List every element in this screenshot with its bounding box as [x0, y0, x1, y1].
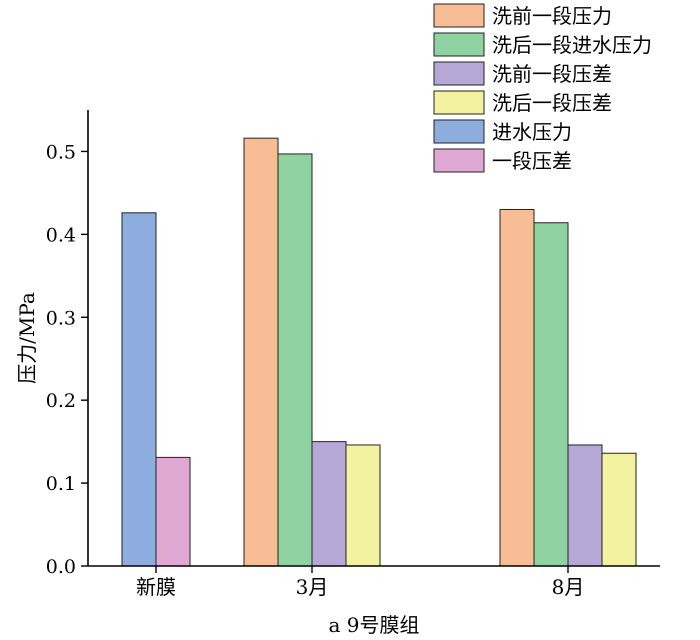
legend-swatch [433, 119, 485, 144]
bar [533, 222, 569, 567]
bar [243, 137, 279, 567]
x-tick-label: 新膜 [136, 575, 176, 599]
x-ticks-group: 新膜 3月 8月 [136, 566, 584, 599]
bar [277, 153, 313, 567]
x-axis-title: a 9号膜组 [328, 613, 419, 637]
x-tick-label: 3月 [296, 575, 329, 599]
bar [311, 441, 347, 567]
bar [155, 456, 191, 567]
y-tick-label: 0.2 [46, 390, 76, 412]
x-tick-label: 8月 [552, 575, 585, 599]
legend-label: 进水压力 [492, 120, 572, 144]
y-tick-label: 0.5 [46, 141, 76, 163]
legend-swatch [433, 3, 485, 28]
legend-label: 洗后一段进水压力 [492, 33, 652, 57]
legend-label: 一段压差 [492, 149, 572, 173]
legend-label: 洗前一段压差 [492, 62, 612, 86]
y-axis-title: 压力/MPa [15, 292, 39, 384]
y-tick-label: 0.1 [46, 473, 76, 495]
legend-swatch [433, 148, 485, 173]
legend-label: 洗前一段压力 [492, 4, 612, 28]
bar [345, 444, 381, 567]
bar [567, 444, 603, 567]
y-tick-label: 0.4 [46, 224, 76, 246]
legend-swatch [433, 32, 485, 57]
bars-group [121, 137, 637, 567]
bar [121, 212, 157, 567]
bar [601, 452, 637, 567]
y-ticks-group: 0.0 0.1 0.2 0.3 0.4 0.5 [46, 141, 88, 578]
bar [499, 208, 535, 567]
y-tick-label: 0.3 [46, 307, 76, 329]
legend-swatch [433, 61, 485, 86]
legend-label: 洗后一段压差 [492, 91, 612, 115]
legend-swatch [433, 90, 485, 115]
y-tick-label: 0.0 [46, 556, 76, 578]
